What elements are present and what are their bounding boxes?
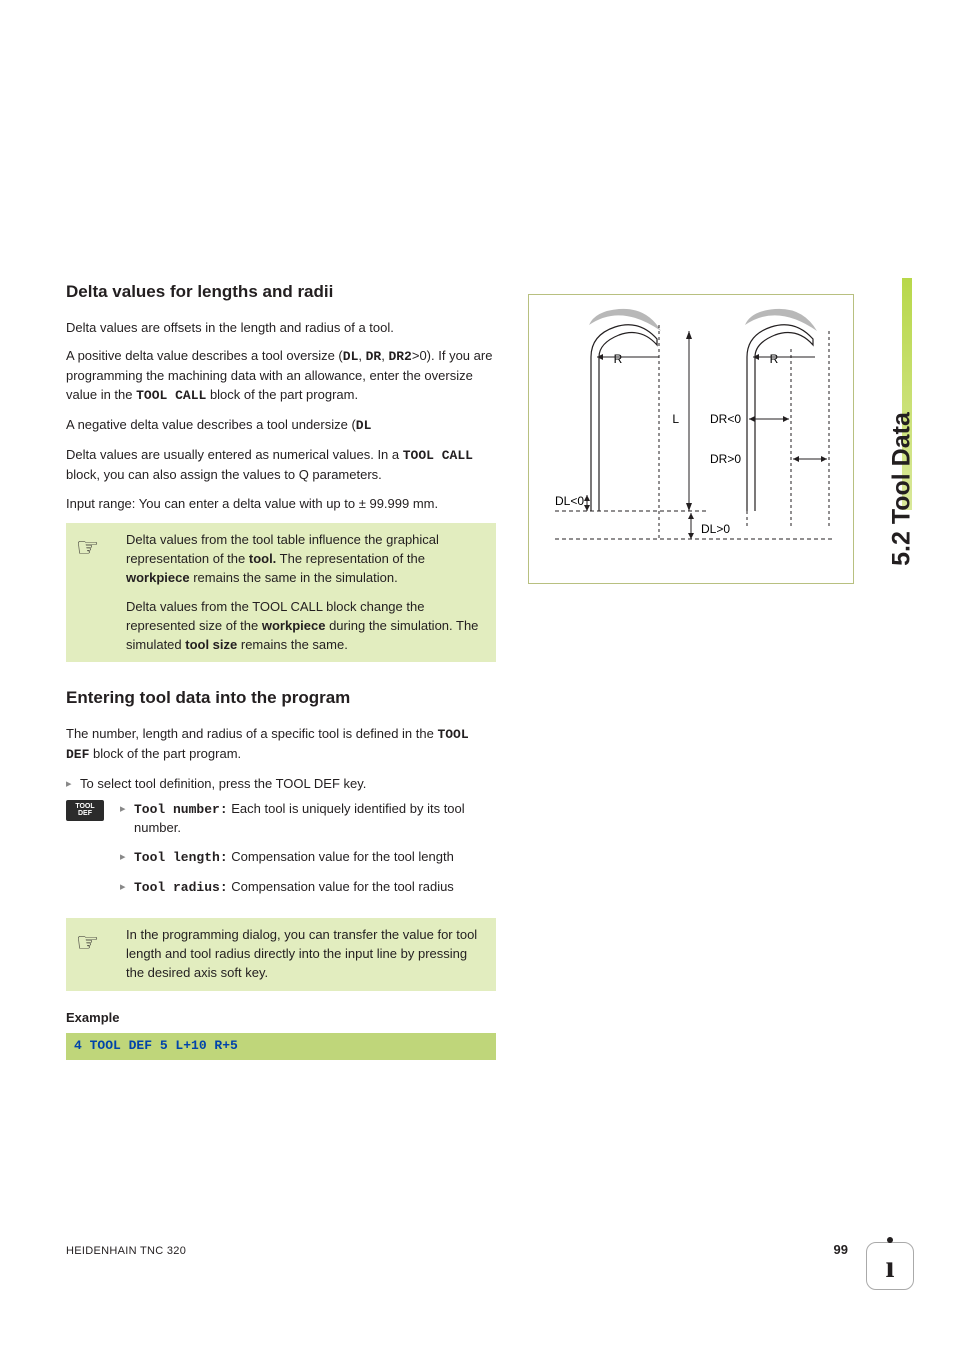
tooldef-key-icon: TOOLDEF bbox=[66, 800, 104, 821]
step-select-tooldef: To select tool definition, press the TOO… bbox=[66, 775, 496, 794]
diagram-label-R2: R bbox=[770, 352, 779, 366]
note1-p2: Delta values from the TOOL CALL block ch… bbox=[126, 598, 486, 655]
para-numerical: Delta values are usually entered as nume… bbox=[66, 446, 496, 485]
diagram-label-DLgt: DL>0 bbox=[701, 522, 730, 536]
diagram-label-DRlt: DR<0 bbox=[710, 412, 741, 426]
tab-label: 5.2 Tool Data bbox=[884, 412, 920, 566]
diagram-label-DRgt: DR>0 bbox=[710, 452, 741, 466]
page-number: 99 bbox=[834, 1241, 848, 1260]
example-label: Example bbox=[66, 1009, 496, 1028]
diagram-label-R1: R bbox=[614, 352, 623, 366]
main-content: Delta values for lengths and radii Delta… bbox=[66, 280, 496, 1060]
tool-delta-diagram: R R L DR<0 DR>0 DL<0 bbox=[528, 294, 854, 584]
note3-text: In the programming dialog, you can trans… bbox=[126, 926, 486, 983]
heading-delta-values: Delta values for lengths and radii bbox=[66, 280, 496, 305]
heading-entering-tool-data: Entering tool data into the program bbox=[66, 686, 496, 711]
example-code: 4 TOOL DEF 5 L+10 R+5 bbox=[66, 1033, 496, 1060]
para-input-range: Input range: You can enter a delta value… bbox=[66, 495, 496, 514]
note-box-1: ☞ Delta values from the tool table influ… bbox=[66, 523, 496, 662]
para-positive: A positive delta value describes a tool … bbox=[66, 347, 496, 406]
para-negative: A negative delta value describes a tool … bbox=[66, 416, 496, 436]
note-box-2: ☞ In the programming dialog, you can tra… bbox=[66, 918, 496, 991]
item-tool-length: Tool length: Compensation value for the … bbox=[120, 848, 496, 868]
info-icon: ı bbox=[866, 1242, 914, 1290]
item-tool-number: Tool number: Each tool is uniquely ident… bbox=[120, 800, 496, 839]
item-tool-radius: Tool radius: Compensation value for the … bbox=[120, 878, 496, 898]
note-icon: ☞ bbox=[76, 529, 99, 567]
para-intro: Delta values are offsets in the length a… bbox=[66, 319, 496, 338]
note1-p1: Delta values from the tool table influen… bbox=[126, 531, 486, 588]
diagram-label-DLlt: DL<0 bbox=[555, 494, 584, 508]
diagram-label-L: L bbox=[672, 412, 679, 426]
note-icon: ☞ bbox=[76, 924, 99, 962]
para-tooldef-intro: The number, length and radius of a speci… bbox=[66, 725, 496, 765]
section-tab: 5.2 Tool Data bbox=[868, 278, 908, 510]
footer-product: HEIDENHAIN TNC 320 bbox=[66, 1244, 186, 1260]
